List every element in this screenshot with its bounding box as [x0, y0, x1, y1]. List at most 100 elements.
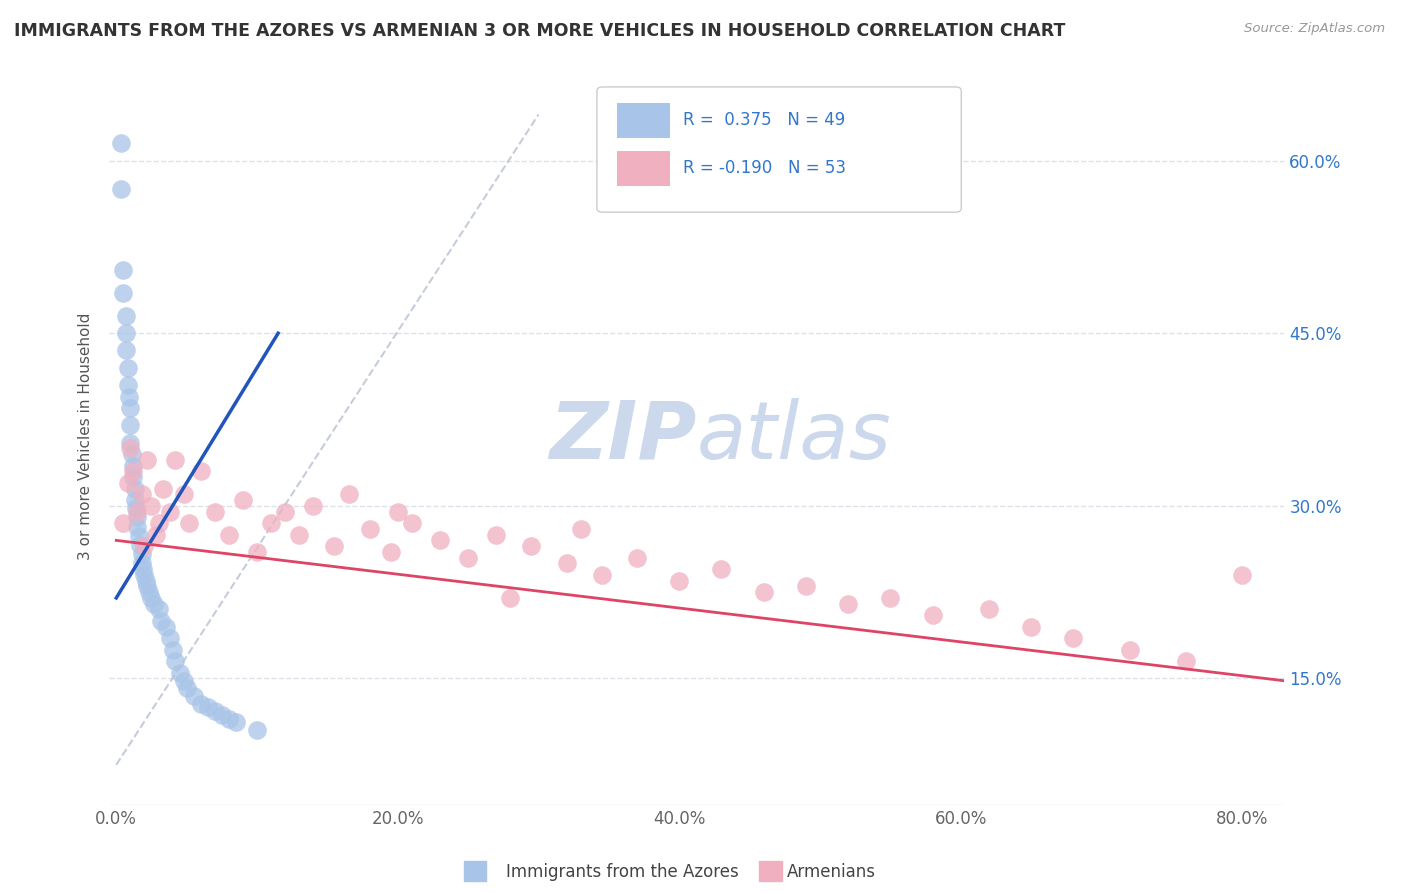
Point	[520, 539, 543, 553]
Point	[148, 516, 170, 530]
Point	[110, 136, 132, 151]
Point	[218, 712, 240, 726]
Point	[120, 418, 142, 433]
Point	[136, 452, 159, 467]
Point	[115, 309, 138, 323]
Point	[232, 493, 254, 508]
Point	[131, 547, 153, 561]
Point	[141, 499, 163, 513]
Point	[169, 665, 191, 680]
Point	[135, 574, 157, 588]
Point	[190, 464, 212, 478]
Point	[124, 493, 146, 508]
Point	[122, 458, 145, 473]
Text: R = -0.190   N = 53: R = -0.190 N = 53	[683, 159, 846, 177]
Point	[136, 579, 159, 593]
Point	[117, 378, 139, 392]
Point	[127, 510, 149, 524]
Point	[302, 499, 325, 513]
Point	[173, 673, 195, 688]
Point	[121, 447, 143, 461]
Point	[485, 527, 508, 541]
Point	[1174, 654, 1197, 668]
Point	[143, 597, 166, 611]
Point	[128, 529, 150, 543]
Point	[1232, 568, 1254, 582]
Point	[668, 574, 690, 588]
Point	[162, 642, 184, 657]
Text: Immigrants from the Azores: Immigrants from the Azores	[506, 863, 740, 881]
Point	[141, 591, 163, 605]
Point	[179, 516, 201, 530]
FancyBboxPatch shape	[617, 103, 669, 138]
Point	[337, 487, 360, 501]
Point	[124, 482, 146, 496]
Point	[288, 527, 311, 541]
Point	[260, 516, 283, 530]
Point	[794, 579, 817, 593]
Point	[125, 501, 148, 516]
Point	[155, 620, 177, 634]
Point	[1019, 620, 1042, 634]
Y-axis label: 3 or more Vehicles in Household: 3 or more Vehicles in Household	[79, 313, 93, 560]
Point	[120, 442, 142, 456]
Point	[555, 557, 578, 571]
Text: Armenians: Armenians	[787, 863, 876, 881]
Point	[752, 585, 775, 599]
Bar	[759, 861, 782, 880]
Point	[499, 591, 522, 605]
Point	[120, 435, 142, 450]
Point	[380, 545, 402, 559]
Point	[183, 689, 205, 703]
Point	[134, 568, 156, 582]
Point	[1118, 642, 1140, 657]
Point	[118, 390, 141, 404]
Point	[977, 602, 1000, 616]
Point	[145, 527, 167, 541]
Point	[225, 715, 247, 730]
Point	[1062, 631, 1084, 645]
Text: IMMIGRANTS FROM THE AZORES VS ARMENIAN 3 OR MORE VEHICLES IN HOUSEHOLD CORRELATI: IMMIGRANTS FROM THE AZORES VS ARMENIAN 3…	[14, 22, 1066, 40]
Point	[127, 519, 149, 533]
Point	[429, 533, 451, 548]
Bar	[464, 861, 486, 880]
Point	[120, 401, 142, 415]
Point	[122, 470, 145, 484]
Point	[387, 505, 409, 519]
Point	[165, 654, 187, 668]
Point	[710, 562, 733, 576]
Point	[115, 343, 138, 358]
Point	[457, 550, 479, 565]
Point	[127, 505, 149, 519]
Point	[122, 464, 145, 478]
Point	[218, 527, 240, 541]
Point	[246, 723, 269, 738]
Point	[274, 505, 297, 519]
Point	[112, 263, 135, 277]
Point	[626, 550, 648, 565]
Point	[115, 326, 138, 341]
Text: atlas: atlas	[697, 398, 891, 475]
Point	[152, 482, 174, 496]
Point	[110, 182, 132, 196]
Point	[190, 697, 212, 711]
Point	[112, 516, 135, 530]
Point	[176, 681, 198, 695]
Point	[150, 614, 173, 628]
Point	[117, 360, 139, 375]
Point	[159, 505, 181, 519]
Point	[246, 545, 269, 559]
Text: R =  0.375   N = 49: R = 0.375 N = 49	[683, 112, 845, 129]
FancyBboxPatch shape	[598, 87, 962, 212]
Point	[569, 522, 592, 536]
Point	[134, 539, 156, 553]
Point	[131, 487, 153, 501]
Text: ZIP: ZIP	[550, 398, 697, 475]
Point	[921, 608, 943, 623]
Point	[165, 452, 187, 467]
Point	[132, 562, 155, 576]
Point	[112, 285, 135, 300]
Point	[173, 487, 195, 501]
Point	[197, 700, 219, 714]
FancyBboxPatch shape	[617, 151, 669, 186]
